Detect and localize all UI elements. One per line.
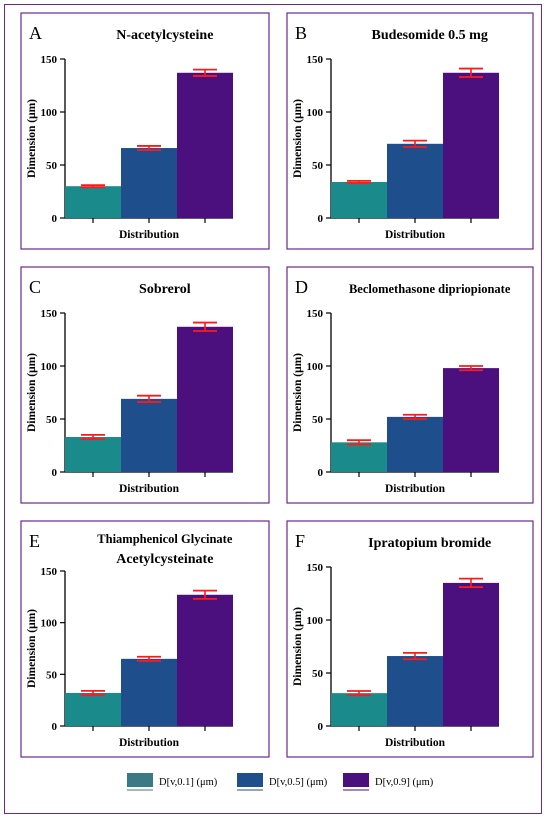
legend-swatch <box>343 773 369 787</box>
bar <box>331 181 387 218</box>
y-tick-label: 150 <box>307 562 324 574</box>
panel-letter: E <box>29 531 40 551</box>
bar <box>121 658 177 726</box>
bar <box>65 186 121 218</box>
bar <box>121 398 177 472</box>
y-tick-label: 0 <box>52 467 58 479</box>
y-axis-label: Dimension (μm) <box>292 607 304 686</box>
y-tick-label: 0 <box>318 721 324 733</box>
y-tick-label: 150 <box>307 308 324 320</box>
y-tick-label: 150 <box>307 54 324 66</box>
panel-letter: D <box>295 277 308 297</box>
panel-letter: A <box>29 23 42 43</box>
chart-title: Acetylcysteinate <box>116 552 213 567</box>
legend: D[v,0.1] (μm) D[v,0.5] (μm) D[v,0.9] (μm) <box>127 773 434 791</box>
chart-panel-c: C Sobrerol 0 50 100 150 Dimension (μm) Distribu… <box>20 266 270 504</box>
y-tick-label: 100 <box>41 107 58 119</box>
panel-letter: F <box>295 531 305 551</box>
panel-letter: C <box>29 277 41 297</box>
bar <box>65 437 121 472</box>
x-axis-label: Distribution <box>385 229 446 241</box>
x-axis-label: Distribution <box>119 483 180 495</box>
y-tick-label: 0 <box>318 213 324 225</box>
chart-panel-e: E Thiamphenicol Glycinate Acetylcysteinate… <box>20 520 270 758</box>
y-axis-label: Dimension (μm) <box>292 353 304 432</box>
chart-title: Sobrerol <box>139 282 191 297</box>
bar <box>387 143 443 218</box>
y-tick-label: 0 <box>52 213 58 225</box>
chart-title: N-acetylcysteine <box>116 28 213 43</box>
legend-swatch <box>237 773 263 787</box>
y-tick-label: 50 <box>312 160 324 172</box>
x-axis-label: Distribution <box>385 483 446 495</box>
x-axis-label: Distribution <box>119 229 180 241</box>
legend-swatch <box>127 773 153 787</box>
chart-title: Ipratopium bromide <box>368 536 491 551</box>
chart-panel-d: D Beclomethasone dipriopionate 0 50 100 150 Di… <box>286 266 534 504</box>
y-tick-label: 50 <box>46 160 58 172</box>
figure: A N-acetylcysteine 0 50 100 150 Dimension (μm)… <box>4 4 542 814</box>
y-tick-label: 0 <box>318 467 324 479</box>
y-tick-label: 0 <box>52 721 58 733</box>
chart-panel-a: A N-acetylcysteine 0 50 100 150 Dimension (μm)… <box>20 12 270 250</box>
chart-title: Budesomide 0.5 mg <box>372 28 488 43</box>
chart-title: Beclomethasone dipriopionate <box>349 282 511 296</box>
bar <box>177 594 233 726</box>
y-tick-label: 100 <box>41 361 58 373</box>
y-tick-label: 50 <box>312 414 324 426</box>
y-tick-label: 100 <box>307 361 324 373</box>
x-axis-label: Distribution <box>385 737 446 749</box>
panel-letter: B <box>295 23 307 43</box>
chart-title: Thiamphenicol Glycinate <box>97 532 233 546</box>
y-tick-label: 50 <box>312 668 324 680</box>
charts-canvas: A N-acetylcysteine 0 50 100 150 Dimension (μm)… <box>20 12 534 791</box>
chart-panel-f: F Ipratopium bromide 0 50 100 150 Dimension (μ… <box>286 520 534 758</box>
legend-label: D[v,0.9] (μm) <box>375 777 434 788</box>
y-axis-label: Dimension (μm) <box>292 99 304 178</box>
bar <box>387 656 443 726</box>
y-tick-label: 150 <box>41 308 58 320</box>
bar <box>331 442 387 472</box>
bar <box>65 692 121 726</box>
y-tick-label: 100 <box>307 107 324 119</box>
legend-label: D[v,0.1] (μm) <box>159 777 218 788</box>
chart-panel-b: B Budesomide 0.5 mg 0 50 100 150 Dimension (μm… <box>286 12 534 250</box>
bar <box>387 416 443 472</box>
bar <box>177 72 233 218</box>
y-tick-label: 150 <box>41 566 58 578</box>
y-tick-label: 100 <box>41 618 58 630</box>
bar <box>177 326 233 472</box>
bar <box>121 148 177 218</box>
legend-label: D[v,0.5] (μm) <box>269 777 328 788</box>
bar <box>331 693 387 726</box>
y-tick-label: 100 <box>307 615 324 627</box>
x-axis-label: Distribution <box>119 737 180 749</box>
y-axis-label: Dimension (μm) <box>26 609 38 688</box>
y-tick-label: 50 <box>46 669 58 681</box>
bar <box>443 72 499 218</box>
y-axis-label: Dimension (μm) <box>26 99 38 178</box>
y-tick-label: 50 <box>46 414 58 426</box>
bar <box>443 582 499 726</box>
y-axis-label: Dimension (μm) <box>26 353 38 432</box>
y-tick-label: 150 <box>41 54 58 66</box>
bar <box>443 368 499 472</box>
